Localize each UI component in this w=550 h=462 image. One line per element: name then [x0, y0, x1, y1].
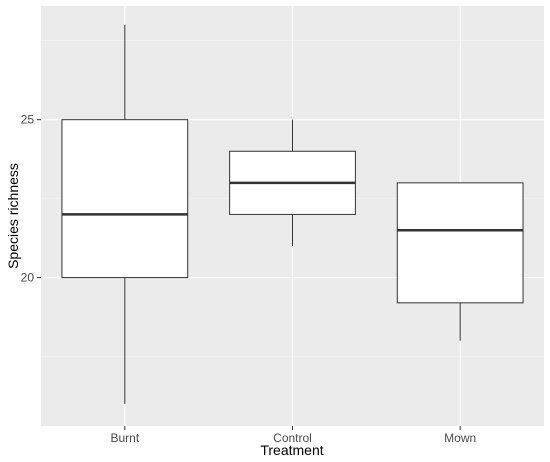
- box-iqr: [396, 182, 524, 304]
- x-tick-label: Control: [273, 431, 312, 445]
- box-control: [229, 119, 356, 246]
- y-axis-title: Species richness: [5, 163, 21, 269]
- box-mown: [396, 182, 524, 341]
- x-tick-label: Burnt: [110, 431, 139, 445]
- y-tick-label: 25: [21, 113, 35, 127]
- box-burnt: [61, 24, 189, 404]
- x-axis-ticks: Burnt Control Mown: [110, 426, 476, 445]
- x-tick-label: Mown: [444, 431, 476, 445]
- x-axis-title: Treatment: [260, 442, 323, 458]
- box-iqr: [61, 119, 189, 279]
- box-series: [61, 24, 524, 404]
- y-tick-label: 20: [21, 271, 35, 285]
